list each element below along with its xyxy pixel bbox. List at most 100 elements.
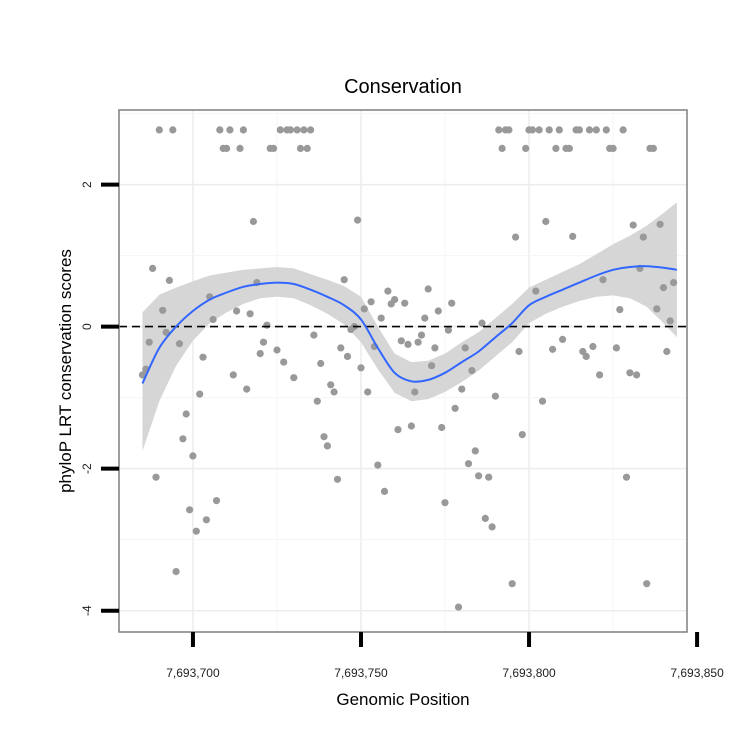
data-point (249, 217, 257, 226)
data-point (303, 144, 311, 152)
data-point (659, 284, 668, 292)
data-point (320, 433, 328, 441)
data-point (549, 345, 557, 353)
data-point (438, 423, 446, 432)
data-point (538, 397, 547, 405)
data-point (226, 126, 234, 134)
data-point (401, 299, 409, 307)
data-point (179, 435, 187, 443)
data-point (569, 232, 577, 240)
data-point (307, 126, 315, 134)
data-point (592, 126, 600, 134)
data-point (555, 126, 563, 134)
data-point (182, 410, 190, 418)
data-point (236, 144, 244, 152)
data-point (270, 144, 278, 152)
y-axis-label: phyloP LRT conservation scores (56, 249, 75, 493)
data-point (626, 369, 634, 377)
data-point (273, 346, 281, 354)
data-point (589, 342, 597, 351)
data-point (300, 126, 308, 134)
data-point (296, 144, 305, 152)
data-point (475, 472, 483, 480)
chart-title: Conservation (344, 76, 462, 98)
data-point (243, 385, 251, 393)
data-point (343, 352, 352, 360)
data-point (397, 337, 405, 345)
data-point (464, 460, 473, 468)
data-point (649, 144, 658, 152)
data-point (495, 126, 503, 134)
data-point (212, 497, 221, 505)
data-point (330, 388, 338, 396)
data-point (508, 580, 516, 588)
y-axis: -4 -2 0 2 (80, 181, 119, 616)
data-point (374, 461, 382, 469)
data-point (528, 126, 537, 134)
y-tick-label: 2 (80, 181, 94, 188)
data-point (290, 374, 298, 382)
data-point (602, 126, 610, 134)
data-point (498, 144, 506, 152)
data-point (633, 371, 641, 379)
data-point (663, 347, 671, 356)
data-point (565, 144, 574, 152)
x-axis-label: Genomic Position (336, 690, 469, 709)
data-point (622, 473, 631, 481)
x-tick-label: 7,693,850 (670, 666, 724, 680)
data-point (612, 344, 621, 352)
data-point (192, 527, 200, 535)
data-point (522, 144, 530, 152)
data-point (337, 344, 345, 352)
data-point (246, 310, 254, 318)
data-point (643, 580, 651, 588)
data-point (471, 447, 479, 455)
data-point (169, 126, 177, 134)
data-point (515, 347, 523, 356)
data-point (441, 499, 449, 507)
data-point (256, 350, 264, 358)
data-point (481, 514, 489, 523)
data-point (670, 279, 678, 287)
data-point (286, 126, 294, 134)
data-point (428, 362, 436, 370)
data-point (535, 126, 543, 134)
data-point (656, 220, 664, 228)
data-point (138, 371, 147, 379)
data-point (414, 338, 422, 346)
data-point (384, 287, 392, 295)
data-point (468, 367, 476, 375)
data-point (454, 603, 463, 611)
data-point (276, 126, 284, 134)
data-point (629, 221, 637, 229)
x-tick-label: 7,693,800 (502, 666, 556, 680)
data-point (145, 338, 153, 346)
data-point (152, 473, 160, 481)
data-point (431, 344, 439, 352)
data-point (404, 340, 412, 348)
data-point (609, 144, 617, 152)
data-point (559, 335, 567, 343)
data-point (259, 338, 268, 346)
y-tick-label: 0 (80, 323, 94, 330)
data-point (360, 305, 368, 313)
data-point (354, 216, 362, 224)
data-point (666, 317, 674, 325)
data-point (323, 442, 331, 450)
data-point (172, 568, 180, 576)
data-point (327, 381, 335, 389)
data-point (599, 276, 607, 284)
data-points (138, 126, 678, 611)
x-tick-label: 7,693,700 (166, 666, 220, 680)
data-point (223, 144, 231, 152)
data-point (542, 217, 550, 226)
data-point (380, 487, 389, 495)
data-point (478, 319, 486, 327)
data-point (575, 126, 584, 134)
data-point (596, 371, 604, 379)
x-tick-label: 7,693,750 (334, 666, 388, 680)
data-point (280, 358, 288, 366)
data-point (518, 431, 526, 439)
data-point (582, 352, 590, 360)
data-point (491, 392, 499, 400)
